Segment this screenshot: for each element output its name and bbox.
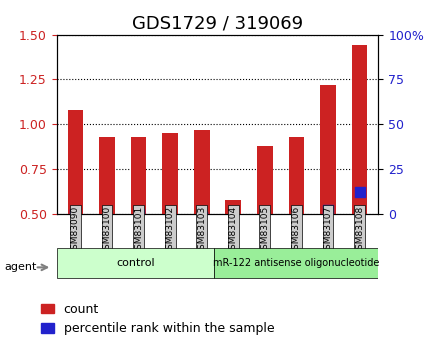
FancyBboxPatch shape [214, 248, 378, 278]
Title: GDS1729 / 319069: GDS1729 / 319069 [132, 15, 302, 33]
Text: control: control [116, 258, 155, 268]
Text: GSM83102: GSM83102 [165, 206, 174, 255]
Bar [225, 199, 240, 214]
Bar [162, 133, 178, 214]
Legend: count, percentile rank within the sample: count, percentile rank within the sample [41, 303, 273, 335]
Text: GSM83090: GSM83090 [71, 206, 80, 255]
Bar [99, 137, 115, 214]
Text: GSM83100: GSM83100 [102, 206, 111, 255]
Text: GSM83105: GSM83105 [260, 206, 269, 255]
Point [103, 217, 110, 222]
Text: GSM83108: GSM83108 [354, 206, 363, 255]
Text: GSM83104: GSM83104 [228, 206, 237, 255]
Text: mR-122 antisense oligonucleotide: mR-122 antisense oligonucleotide [213, 258, 379, 268]
Bar [256, 146, 272, 214]
Point [229, 244, 236, 249]
Text: GSM83107: GSM83107 [323, 206, 332, 255]
Point [166, 217, 173, 222]
Point [72, 211, 79, 217]
Bar [319, 85, 335, 214]
Point [324, 208, 331, 213]
Point [261, 220, 268, 226]
Bar [67, 110, 83, 214]
Point [355, 190, 362, 195]
Text: GSM83106: GSM83106 [291, 206, 300, 255]
Bar [194, 130, 209, 214]
Point [292, 220, 299, 226]
Point [198, 215, 205, 220]
Bar [288, 137, 304, 214]
Bar [351, 45, 367, 214]
FancyBboxPatch shape [56, 248, 214, 278]
Text: agent: agent [4, 263, 36, 272]
Text: GSM83103: GSM83103 [197, 206, 206, 255]
Point [135, 211, 142, 217]
Text: GSM83101: GSM83101 [134, 206, 143, 255]
Bar [130, 137, 146, 214]
